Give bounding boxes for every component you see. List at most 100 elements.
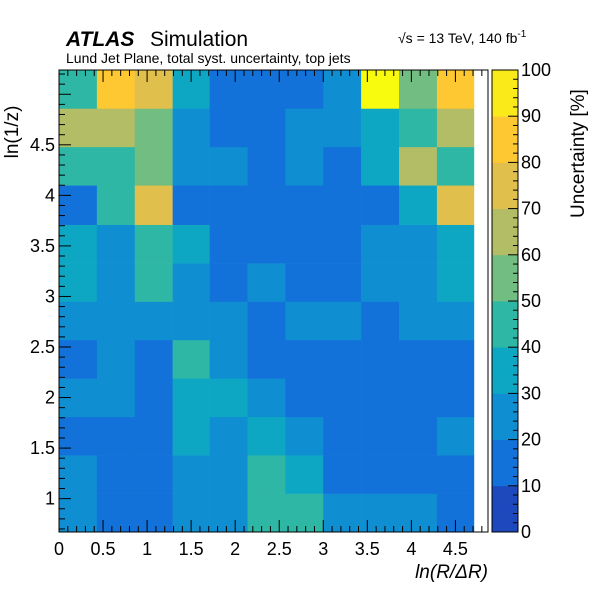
y-tick-label: 4 [45,185,55,205]
color-scale-tick-label: 30 [521,383,541,403]
x-tick-label: 3.5 [355,539,380,559]
heatmap-cell [96,108,136,148]
heatmap-cell [399,416,438,456]
heatmap-cell [361,416,400,456]
heatmap-cell [361,224,400,264]
color-scale-segment [492,240,518,246]
heatmap-cell [323,378,362,418]
color-scale-segment [492,379,518,385]
heatmap-cell [96,416,136,456]
heatmap-cell [436,378,475,418]
color-scale-segment [492,476,518,482]
color-scale-segment [492,287,518,293]
color-scale-segment [492,388,518,394]
color-scale-segment [492,384,518,390]
heatmap-cell [209,455,248,494]
color-scale-segment [492,213,518,219]
heatmap-cell [323,493,362,533]
heatmap-cell [209,70,248,109]
color-scale-segment [492,439,518,445]
color-scale-segment [492,231,518,237]
x-tick-label: 1 [142,539,152,559]
y-tick-label: 1 [45,489,55,509]
color-scale-segment [492,495,518,501]
y-tick-label: 4.5 [30,135,55,155]
heatmap-cell [285,301,324,341]
heatmap-cell [59,108,98,148]
color-scale-segment [492,176,518,182]
heatmap-cell [323,263,362,302]
axes: 0 0.5 1 1.5 2 2.5 3 3.5 4 4.5 1 1.5 2 2.5 3 3.5 4 4.5 [30,70,483,559]
color-scale-segment [492,398,518,404]
color-scale-tick-label: 90 [521,106,541,126]
color-scale-tick-label: 60 [521,245,541,265]
color-scale-segment [492,527,518,533]
color-scale-segment [492,513,518,519]
color-scale-segment [492,462,518,468]
heatmap-cell [323,185,362,225]
color-scale-tick-label: 50 [521,291,541,311]
heatmap-cell [323,70,362,109]
heatmap-cell [285,493,324,533]
color-scale-segment [492,120,518,126]
heatmap-cell [323,339,362,379]
color-scale-tick-label: 70 [521,199,541,219]
heatmap-cell [172,146,210,186]
heatmap-cell [247,339,286,379]
y-tick-label: 2 [45,388,55,408]
color-scale-segment [492,333,518,339]
y-axis-label: ln(1/z) [2,106,23,159]
heatmap-cell [172,263,210,302]
color-scale-segment [492,314,518,320]
heatmap-cell [285,263,324,302]
color-scale-segment [492,167,518,173]
color-scale-segment [492,93,518,99]
color-scale-segment [492,236,518,242]
color-scale-tick-label: 100 [521,60,551,80]
heatmap-cell [209,416,248,456]
heatmap-cell [134,339,173,379]
status-label: Simulation [150,28,248,51]
color-scale-tick-label: 20 [521,430,541,450]
color-scale-segment [492,268,518,274]
color-scale-segment [492,434,518,440]
color-scale-segment [492,342,518,348]
heatmap-cell [285,108,324,148]
color-scale-segment [492,305,518,311]
color-scale-segment [492,351,518,357]
heatmap-cell [96,378,136,418]
color-scale-segment [492,203,518,209]
color-scale-segment [492,458,518,464]
color-scale-segment [492,522,518,528]
heatmap-cell [399,493,438,533]
color-scale-segment [492,310,518,316]
color-scale-segment [492,453,518,459]
color-scale-segment [492,347,518,353]
heatmap-cell [436,416,475,456]
heatmap-cell [399,378,438,418]
plot-frame [58,69,489,533]
heatmap-cell [436,455,475,494]
heatmap-cell [436,185,475,225]
heatmap-cell [209,378,248,418]
color-scale-segment [492,97,518,103]
color-scale-segment [492,153,518,159]
color-scale-segment [492,361,518,367]
color-scale-segment [492,273,518,279]
heatmap-cell [361,108,400,148]
heatmap-cell [323,455,362,494]
heatmap-cell [361,301,400,341]
heatmap-cell [134,378,173,418]
heatmap-cell [59,416,98,456]
color-scale-segment [492,143,518,149]
color-scale-segment [492,448,518,454]
heatmap-cell [96,455,136,494]
heatmap-cell [134,70,173,109]
heatmap-cell [209,301,248,341]
heatmap-cell [361,378,400,418]
heatmap-cell [436,263,475,302]
heatmap-cell [323,108,362,148]
heatmap-cell [59,185,98,225]
heatmap-cell [96,146,136,186]
color-scale-segment [492,508,518,514]
